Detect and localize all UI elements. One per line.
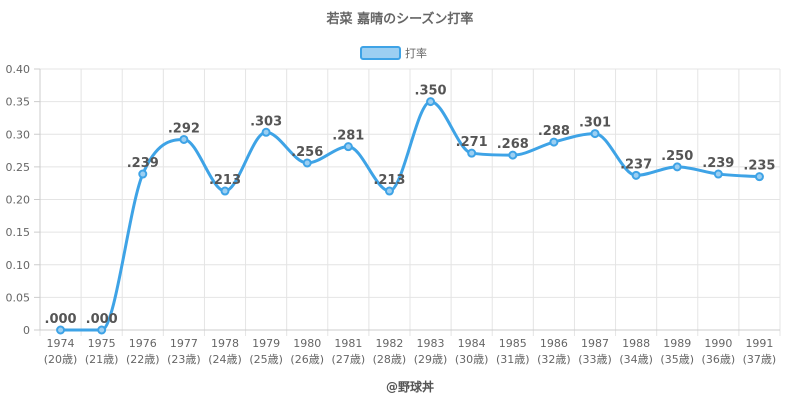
x-tick-label: 1976 xyxy=(129,337,157,350)
x-tick-label: 1974 xyxy=(47,337,75,350)
data-label: .237 xyxy=(620,157,652,172)
x-tick-sublabel: (20歳) xyxy=(44,353,78,366)
data-point[interactable] xyxy=(384,186,394,196)
data-label: .256 xyxy=(291,145,323,160)
x-tick-label: 1991 xyxy=(745,337,773,350)
data-point[interactable] xyxy=(138,169,148,179)
data-label: .239 xyxy=(702,156,734,171)
x-tick-sublabel: (37歳) xyxy=(743,353,777,366)
data-point[interactable] xyxy=(179,134,189,144)
x-tick-label: 1979 xyxy=(252,337,280,350)
data-point[interactable] xyxy=(343,142,353,152)
x-tick-sublabel: (28歳) xyxy=(373,353,407,366)
x-tick-sublabel: (31歳) xyxy=(496,353,530,366)
data-point[interactable] xyxy=(56,325,66,335)
y-tick-label: 0.15 xyxy=(6,226,31,239)
x-tick-sublabel: (25歳) xyxy=(249,353,283,366)
y-tick-label: 0.20 xyxy=(6,194,31,207)
x-tick-sublabel: (24歳) xyxy=(208,353,242,366)
x-tick-label: 1990 xyxy=(704,337,732,350)
x-tick-label: 1985 xyxy=(499,337,527,350)
data-label: .250 xyxy=(661,149,693,164)
data-point[interactable] xyxy=(713,169,723,179)
grid xyxy=(39,68,781,336)
x-tick-sublabel: (30歳) xyxy=(455,353,489,366)
chart-title: 若菜 嘉晴のシーズン打率 xyxy=(326,11,474,27)
credit-text: @野球丼 xyxy=(386,379,434,394)
x-tick-sublabel: (36歳) xyxy=(702,353,736,366)
data-label: .292 xyxy=(168,121,200,136)
y-tick-label: 0.10 xyxy=(6,259,31,272)
x-tick-sublabel: (27歳) xyxy=(332,353,366,366)
y-tick-label: 0.30 xyxy=(6,128,31,141)
x-tick-label: 1986 xyxy=(540,337,568,350)
data-points xyxy=(56,97,764,335)
data-point[interactable] xyxy=(631,170,641,180)
y-axis: 0 0.05 0.10 0.15 0.20 0.25 0.30 0.35 0.40 xyxy=(6,63,41,337)
x-tick-sublabel: (23歳) xyxy=(167,353,201,366)
data-label: .235 xyxy=(743,159,775,174)
x-tick-label: 1982 xyxy=(375,337,403,350)
y-tick-label: 0.25 xyxy=(6,161,31,174)
data-point[interactable] xyxy=(549,137,559,147)
data-label: .213 xyxy=(373,173,405,188)
data-point[interactable] xyxy=(220,186,230,196)
x-tick-label: 1975 xyxy=(88,337,116,350)
data-point[interactable] xyxy=(261,127,271,137)
data-label: .239 xyxy=(127,156,159,171)
y-tick-label: 0.40 xyxy=(6,63,31,76)
data-label: .268 xyxy=(497,137,529,152)
data-labels: .000 .000 .239 .292 .213 .303 .256 .281 .213 .350… xyxy=(45,84,776,327)
data-label: .281 xyxy=(332,129,364,144)
x-tick-sublabel: (22歳) xyxy=(126,353,160,366)
x-axis: 1974 (20歳) 1975 (21歳) 1976 (22歳) 1977 (23歳) 1978… xyxy=(40,329,780,366)
x-tick-label: 1984 xyxy=(458,337,486,350)
data-label: .350 xyxy=(415,84,447,99)
x-tick-label: 1981 xyxy=(334,337,362,350)
data-label: .000 xyxy=(45,312,77,327)
x-tick-label: 1977 xyxy=(170,337,198,350)
data-point[interactable] xyxy=(302,158,312,168)
y-tick-label: 0.35 xyxy=(6,96,31,109)
y-tick-label: 0 xyxy=(23,324,30,337)
legend[interactable]: 打率 xyxy=(360,46,427,60)
data-point[interactable] xyxy=(590,129,600,139)
x-tick-label: 1980 xyxy=(293,337,321,350)
data-point[interactable] xyxy=(508,150,518,160)
x-tick-sublabel: (21歳) xyxy=(85,353,119,366)
x-tick-label: 1978 xyxy=(211,337,239,350)
data-point[interactable] xyxy=(467,148,477,158)
x-tick-sublabel: (34歳) xyxy=(619,353,653,366)
legend-label: 打率 xyxy=(405,46,427,60)
data-point[interactable] xyxy=(97,325,107,335)
data-label: .000 xyxy=(86,312,118,327)
x-tick-sublabel: (33歳) xyxy=(578,353,612,366)
x-tick-sublabel: (26歳) xyxy=(290,353,324,366)
data-label: .301 xyxy=(579,116,611,131)
y-tick-label: 0.05 xyxy=(6,291,31,304)
data-point[interactable] xyxy=(672,162,682,172)
data-label: .303 xyxy=(250,114,282,129)
x-tick-label: 1988 xyxy=(622,337,650,350)
data-label: .213 xyxy=(209,173,241,188)
data-point[interactable] xyxy=(754,172,764,182)
x-tick-sublabel: (35歳) xyxy=(660,353,694,366)
x-tick-label: 1987 xyxy=(581,337,609,350)
x-tick-sublabel: (32歳) xyxy=(537,353,571,366)
data-label: .288 xyxy=(538,124,570,139)
legend-swatch[interactable] xyxy=(360,46,401,60)
data-point[interactable] xyxy=(426,97,436,107)
x-tick-sublabel: (29歳) xyxy=(414,353,448,366)
x-tick-label: 1983 xyxy=(417,337,445,350)
x-tick-label: 1989 xyxy=(663,337,691,350)
data-label: .271 xyxy=(456,135,488,150)
